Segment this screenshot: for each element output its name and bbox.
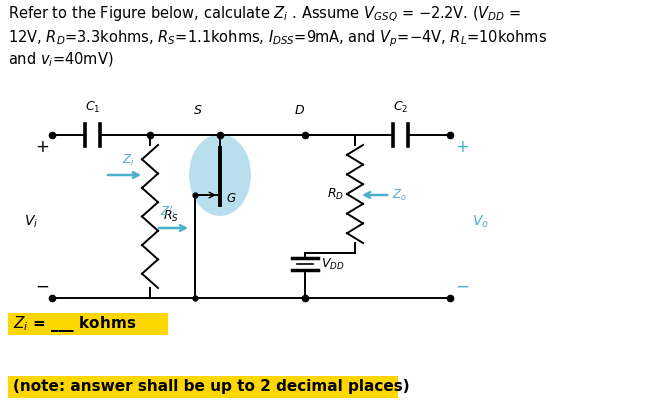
Bar <box>8 313 168 335</box>
Text: $Z_o$: $Z_o$ <box>392 188 407 202</box>
Bar <box>8 376 398 398</box>
Text: $V_o$: $V_o$ <box>472 213 489 230</box>
Text: $R_D$: $R_D$ <box>327 186 344 202</box>
Text: $Z_i$: $Z_i$ <box>122 153 135 168</box>
Text: Refer to the Figure below, calculate $Z_i$ . Assume $V_{GSQ}$ = $-$2.2V. ($V_{DD: Refer to the Figure below, calculate $Z_… <box>8 5 521 24</box>
Text: $D$: $D$ <box>294 104 305 117</box>
Ellipse shape <box>189 134 251 216</box>
Text: $V_{DD}$: $V_{DD}$ <box>321 256 345 271</box>
Text: 12V, $R_D$=3.3kohms, $R_S$=1.1kohms, $I_{DSS}$=9mA, and $V_p$=$-$4V, $R_L$=10koh: 12V, $R_D$=3.3kohms, $R_S$=1.1kohms, $I_… <box>8 28 547 49</box>
Text: +: + <box>35 138 49 156</box>
Text: $C_2$: $C_2$ <box>393 100 408 115</box>
Text: (note: answer shall be up to 2 decimal places): (note: answer shall be up to 2 decimal p… <box>13 379 410 394</box>
Text: $-$: $-$ <box>35 277 49 295</box>
Text: $V_i$: $V_i$ <box>24 213 38 230</box>
Text: +: + <box>455 138 469 156</box>
Text: $G$: $G$ <box>226 192 237 205</box>
Text: $S$: $S$ <box>193 104 203 117</box>
Text: $Z_i$ = ___ kohms: $Z_i$ = ___ kohms <box>13 314 137 334</box>
Text: and $v_i$=40mV): and $v_i$=40mV) <box>8 51 114 69</box>
Text: $C_1$: $C_1$ <box>85 100 100 115</box>
Text: $Z'_i$: $Z'_i$ <box>160 203 176 220</box>
Text: $-$: $-$ <box>455 277 469 295</box>
Text: $R_S$: $R_S$ <box>163 209 179 224</box>
